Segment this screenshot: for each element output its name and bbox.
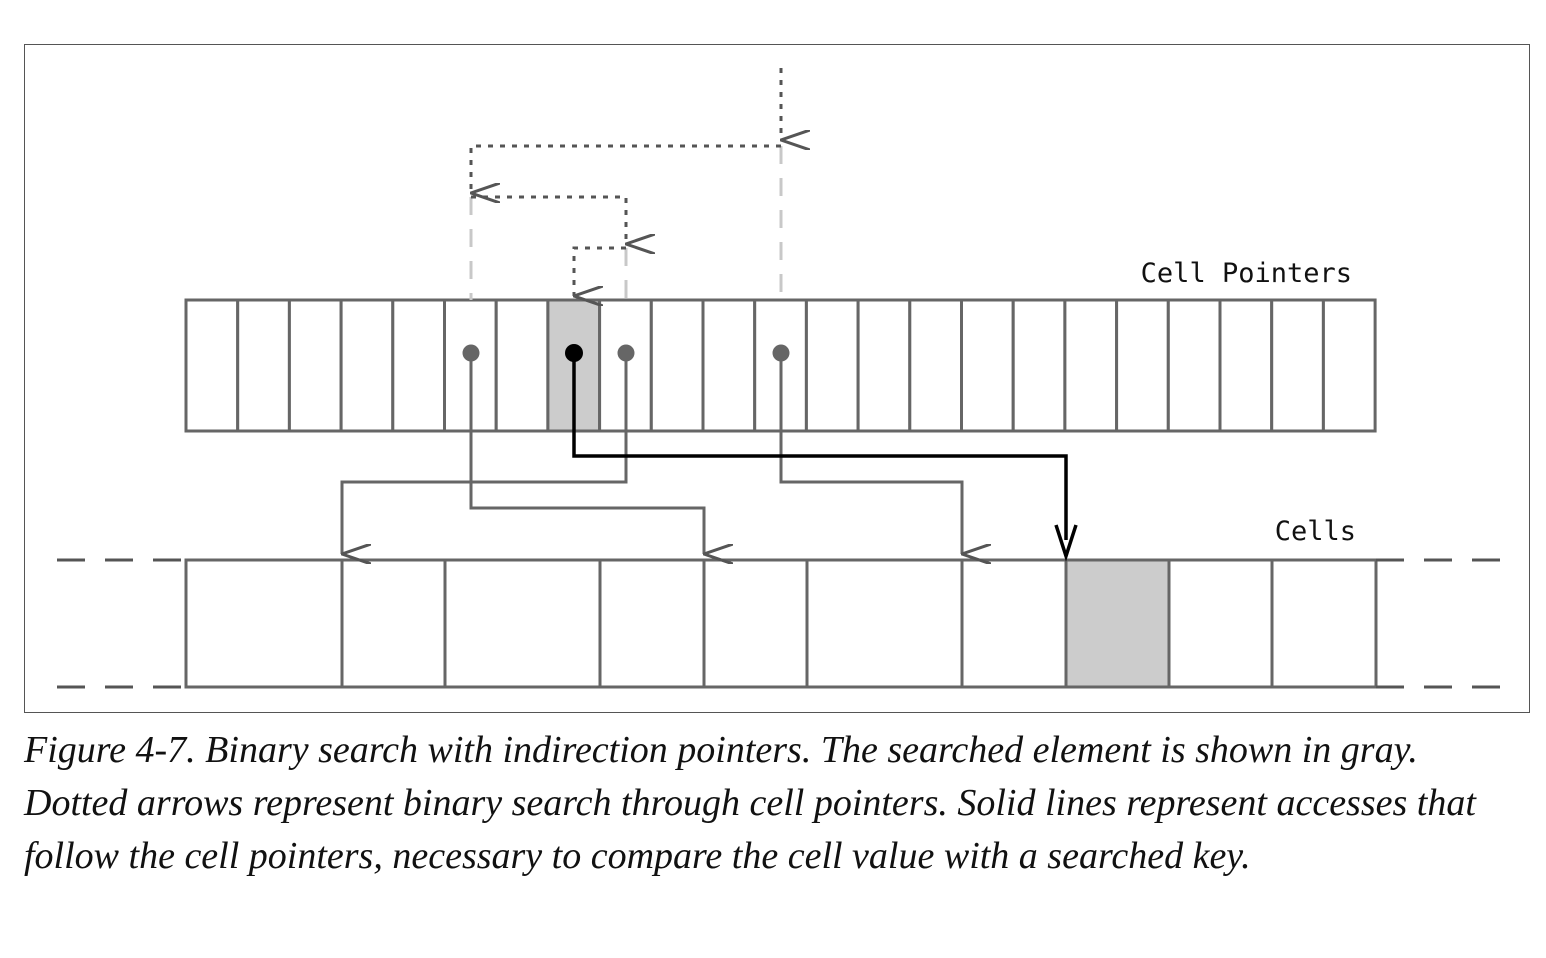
pointer-slot — [1063, 298, 1119, 433]
pointer-slot — [1166, 298, 1222, 433]
pointer-slot — [391, 298, 446, 433]
cell — [1167, 558, 1274, 689]
pointer-dot-7-selected — [565, 344, 583, 362]
cell — [805, 558, 964, 689]
search-step-3-arrow — [572, 246, 626, 296]
binary-search-arrows — [469, 68, 781, 296]
cells-label: Cells — [1275, 516, 1356, 547]
pointer-slot — [184, 298, 240, 433]
pointer-slot — [804, 298, 860, 433]
pointer-slot — [960, 298, 1015, 433]
probe-guide-lines — [469, 146, 783, 300]
pointer-access-lines — [340, 353, 1078, 562]
pointer-slot — [1270, 298, 1325, 433]
cell — [340, 558, 447, 689]
pointer-slot — [649, 298, 705, 433]
cell — [184, 558, 344, 689]
cell — [598, 558, 706, 689]
pointer-slot — [856, 298, 912, 433]
cell-pointers-array — [184, 298, 1377, 433]
search-step-2-arrow — [471, 195, 626, 244]
pointer-slot — [236, 298, 291, 433]
access-line-pointer-8 — [340, 353, 628, 554]
cell — [960, 558, 1068, 689]
pointer-slot — [1218, 298, 1274, 433]
pointer-dot-5 — [462, 344, 480, 362]
cells-array — [184, 558, 1378, 689]
pointer-slot — [1011, 298, 1067, 433]
pointer-dots — [462, 344, 790, 362]
pointer-slot — [1115, 298, 1170, 433]
access-line-pointer-7-selected — [572, 353, 1068, 540]
pointer-slot — [908, 298, 963, 433]
pointer-slot — [339, 298, 395, 433]
access-line-pointer-11 — [779, 353, 962, 554]
pointer-dot-11 — [772, 344, 790, 362]
cell — [1270, 558, 1378, 689]
cell — [1064, 558, 1171, 689]
selected-arrowhead — [1054, 524, 1078, 562]
cell — [702, 558, 809, 689]
cell — [443, 558, 602, 689]
indirection-pointer-diagram: Cell Pointers Cells — [57, 68, 1502, 689]
pointer-dot-8 — [617, 344, 635, 362]
cell-pointers-label: Cell Pointers — [1141, 258, 1352, 289]
pointer-slot — [287, 298, 343, 433]
figure-caption: Figure 4-7. Binary search with indirecti… — [24, 729, 1476, 877]
access-line-pointer-5 — [469, 353, 704, 554]
pointer-slot — [1321, 298, 1377, 433]
cells-continuation-lines — [57, 558, 1502, 689]
pointer-slot — [494, 298, 550, 433]
pointer-slot — [701, 298, 757, 433]
search-step-1-arrow — [469, 144, 781, 193]
